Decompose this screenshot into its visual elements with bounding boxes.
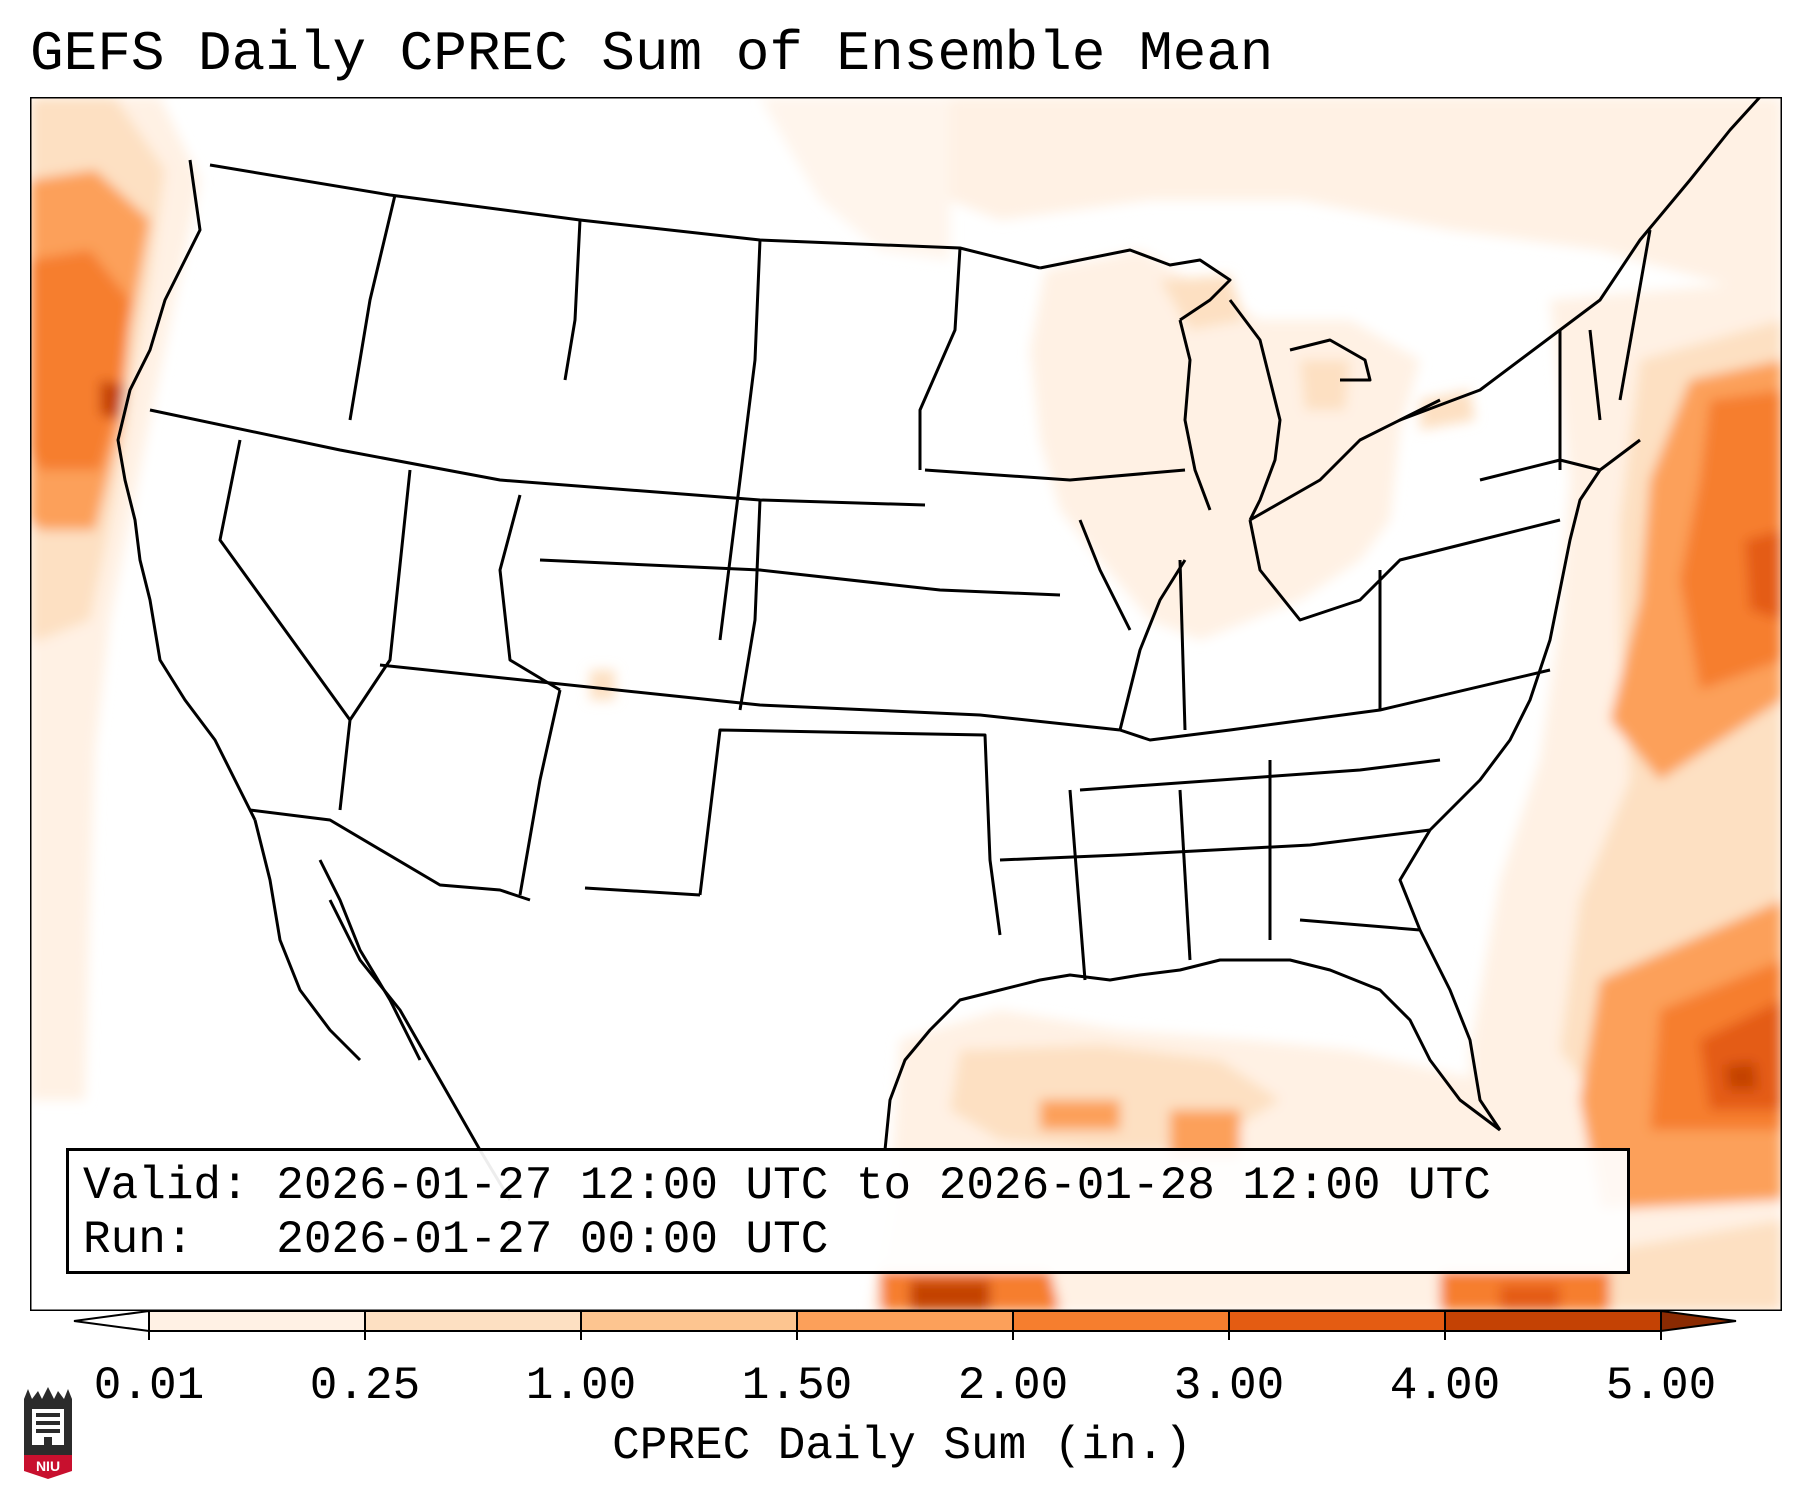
colorbar-tick-label: 1.00 xyxy=(525,1360,637,1412)
colorbar-label: CPREC Daily Sum (in.) xyxy=(612,1420,1192,1472)
colorbar-segment xyxy=(580,1310,798,1332)
valid-value: 2026-01-27 12:00 UTC to 2026-01-28 12:00… xyxy=(276,1160,1491,1212)
run-label: Run: xyxy=(83,1214,194,1266)
colorbar xyxy=(73,1309,1737,1340)
colorbar-tick-label: 4.00 xyxy=(1389,1360,1501,1412)
colorbar-segment xyxy=(148,1310,366,1332)
run-value: 2026-01-27 00:00 UTC xyxy=(276,1214,829,1266)
colorbar-segment xyxy=(1444,1310,1662,1332)
precip-shading xyxy=(30,97,1782,1311)
colorbar-segment xyxy=(1228,1310,1446,1332)
colorbar-tick-label: 1.50 xyxy=(741,1360,853,1412)
colorbar-extend-low xyxy=(73,1309,150,1333)
valid-run-box: Valid: 2026-01-27 12:00 UTC to 2026-01-2… xyxy=(66,1148,1630,1274)
colorbar-tick-label: 5.00 xyxy=(1605,1360,1717,1412)
map-title: GEFS Daily CPREC Sum of Ensemble Mean xyxy=(30,22,1274,86)
colorbar-extend-high xyxy=(1660,1309,1737,1333)
colorbar-tick-label: 0.01 xyxy=(93,1360,205,1412)
colorbar-tick-label: 2.00 xyxy=(957,1360,1069,1412)
colorbar-segment xyxy=(1012,1310,1230,1332)
logo-text: NIU xyxy=(36,1458,60,1474)
valid-label: Valid: xyxy=(83,1160,249,1212)
niu-logo: NIU xyxy=(24,1387,72,1479)
colorbar-tick-label: 0.25 xyxy=(309,1360,421,1412)
borders xyxy=(116,97,1762,1201)
colorbar-segment xyxy=(796,1310,1014,1332)
colorbar-tick-label: 3.00 xyxy=(1173,1360,1285,1412)
colorbar-segment xyxy=(364,1310,582,1332)
